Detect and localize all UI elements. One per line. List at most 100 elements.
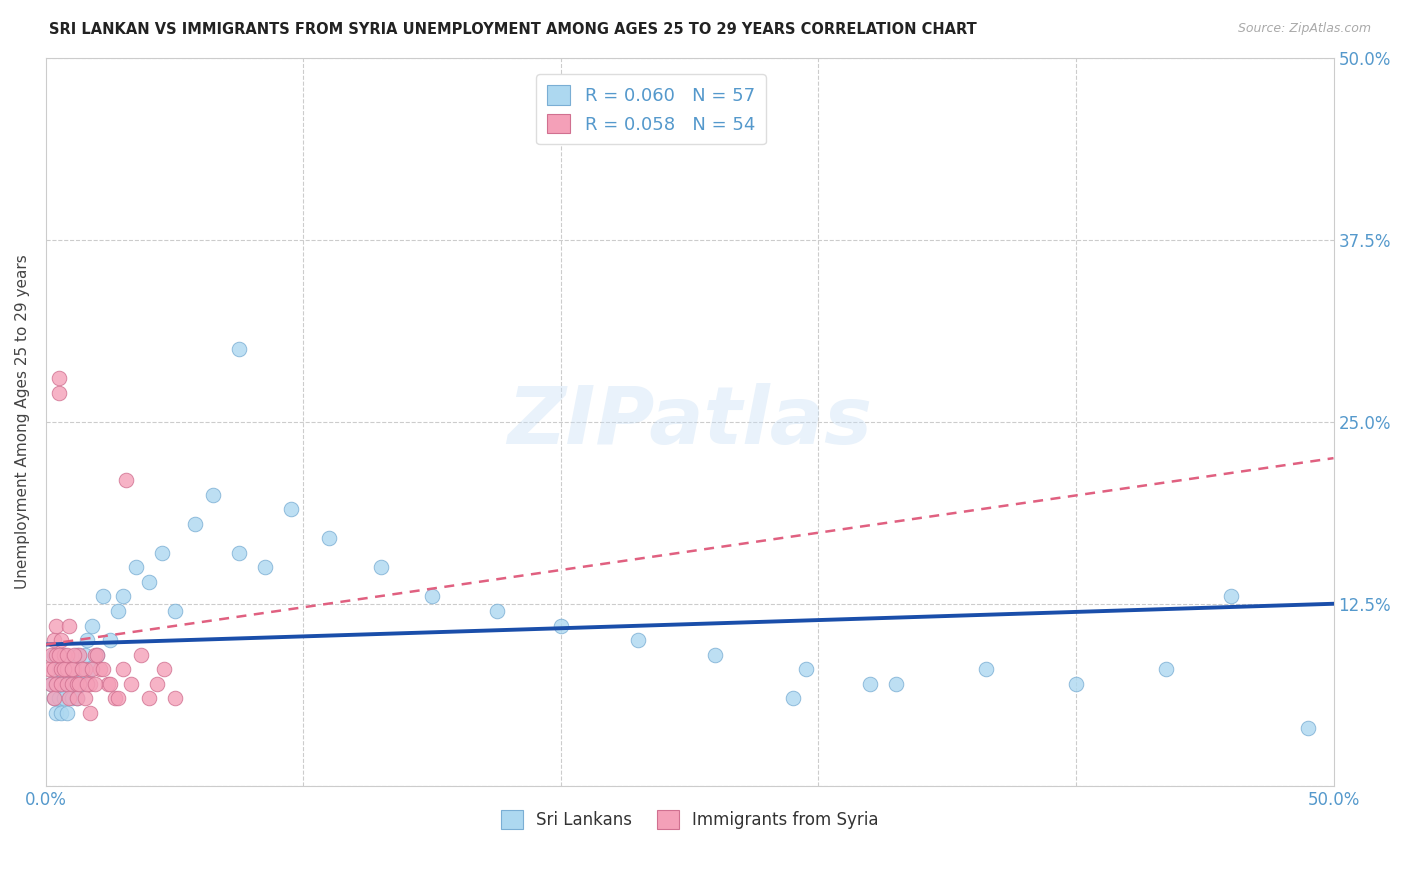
Point (55, 662, 77, 676)
Point (76, 633, 98, 648)
Point (104, 691, 127, 706)
Point (138, 691, 160, 706)
Point (42, 691, 65, 706)
Point (86, 648, 108, 662)
Point (66, 691, 89, 706)
Point (253, 560, 276, 574)
Point (97, 677, 120, 691)
Point (39, 648, 62, 662)
Point (58, 662, 80, 676)
Point (45, 677, 67, 691)
Point (69, 648, 91, 662)
Point (550, 618, 572, 632)
Point (42, 633, 65, 648)
Point (627, 633, 650, 648)
Point (91, 590, 114, 604)
Point (73, 648, 96, 662)
Point (55, 648, 77, 662)
Point (1064, 677, 1087, 691)
Point (228, 546, 250, 560)
Point (107, 604, 129, 618)
Point (76, 677, 98, 691)
Point (48, 662, 70, 676)
Point (138, 574, 160, 589)
Point (58, 618, 80, 632)
Point (60, 691, 83, 706)
Point (70, 662, 93, 676)
Point (107, 691, 129, 706)
Point (42, 662, 65, 676)
Point (145, 677, 167, 691)
Point (73, 691, 96, 706)
Point (53, 648, 76, 662)
Point (66, 677, 89, 691)
Point (48, 385, 70, 400)
Point (55, 706, 77, 720)
Point (150, 546, 173, 560)
Point (163, 691, 186, 706)
Point (89, 662, 111, 676)
Point (53, 662, 76, 676)
Point (86, 648, 108, 662)
Point (60, 677, 83, 691)
Point (51, 706, 73, 720)
Point (39, 677, 62, 691)
Point (98, 677, 121, 691)
Point (48, 371, 70, 385)
Point (228, 342, 250, 356)
Point (129, 648, 152, 662)
Point (42, 691, 65, 706)
Point (82, 618, 104, 632)
Point (83, 677, 105, 691)
Point (884, 677, 907, 691)
Point (202, 487, 225, 501)
Point (55, 677, 77, 691)
Point (91, 662, 114, 676)
Point (370, 560, 392, 574)
Point (859, 677, 882, 691)
Point (51, 662, 73, 676)
Text: Source: ZipAtlas.com: Source: ZipAtlas.com (1237, 22, 1371, 36)
Point (82, 662, 104, 676)
Point (53, 648, 76, 662)
Point (48, 691, 70, 706)
Point (45, 648, 67, 662)
Point (66, 648, 89, 662)
Point (58, 677, 80, 691)
Legend: Sri Lankans, Immigrants from Syria: Sri Lankans, Immigrants from Syria (495, 804, 886, 836)
Point (66, 691, 89, 706)
Point (125, 560, 148, 574)
Point (60, 662, 83, 676)
Point (39, 677, 62, 691)
Point (38, 662, 60, 676)
Point (974, 662, 997, 676)
Point (45, 618, 67, 632)
Point (163, 604, 186, 618)
Point (60, 662, 83, 676)
Point (1219, 590, 1241, 604)
Point (48, 648, 70, 662)
Point (51, 677, 73, 691)
Point (79, 706, 101, 720)
Point (704, 648, 727, 662)
Point (153, 662, 176, 676)
Point (51, 633, 73, 648)
Text: ZIPatlas: ZIPatlas (508, 383, 872, 461)
Point (42, 648, 65, 662)
Point (420, 590, 443, 604)
Point (45, 706, 67, 720)
Point (58, 691, 80, 706)
Point (83, 648, 105, 662)
Point (184, 516, 207, 531)
Point (114, 473, 136, 487)
Point (98, 633, 121, 648)
Point (51, 677, 73, 691)
Point (69, 662, 91, 676)
Point (63, 677, 86, 691)
Point (1296, 721, 1319, 735)
Point (794, 662, 817, 676)
Point (112, 590, 135, 604)
Point (73, 662, 96, 676)
Point (55, 677, 77, 691)
Point (318, 531, 340, 545)
